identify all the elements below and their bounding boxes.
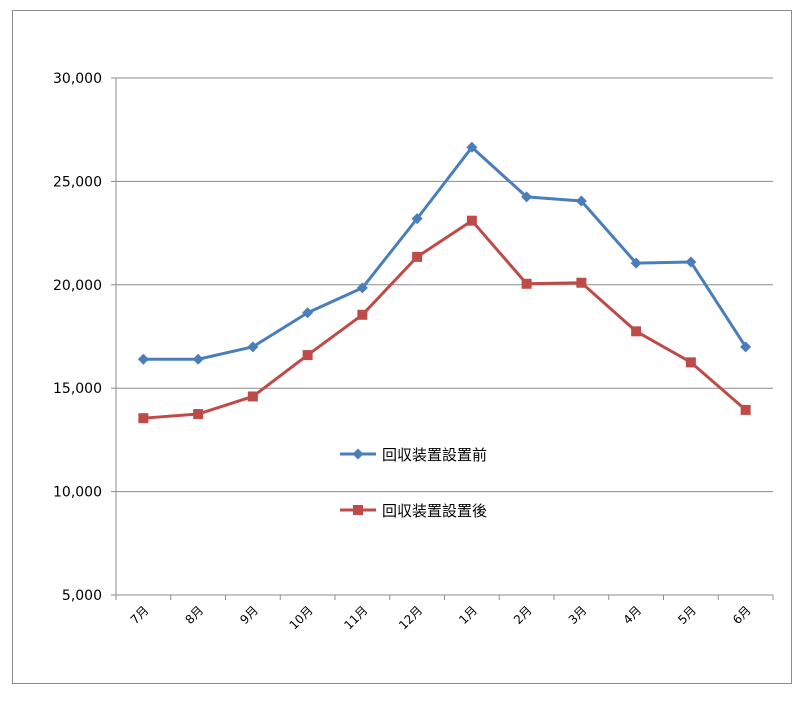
x-tick-label: 1月 bbox=[456, 603, 480, 627]
series-2-point bbox=[357, 309, 368, 320]
series-2-point bbox=[466, 215, 477, 226]
series-1-point bbox=[685, 256, 697, 268]
series-1-point bbox=[740, 341, 752, 353]
series-1-point bbox=[356, 282, 368, 294]
y-tick-label: 25,000 bbox=[53, 174, 102, 190]
series-2-point bbox=[521, 278, 532, 289]
series-2-point bbox=[685, 357, 696, 368]
y-tick-label: 30,000 bbox=[53, 71, 102, 87]
x-tick-label: 9月 bbox=[237, 603, 261, 627]
y-tick-label: 20,000 bbox=[53, 278, 102, 294]
y-tick-label: 10,000 bbox=[53, 485, 102, 501]
series-1-point bbox=[630, 257, 642, 269]
x-tick-label: 12月 bbox=[396, 603, 425, 632]
series-1-point bbox=[411, 213, 423, 225]
series-2-point bbox=[740, 404, 751, 415]
series-2-point bbox=[412, 251, 423, 262]
x-tick-label: 2月 bbox=[511, 603, 535, 627]
series-1-point bbox=[575, 195, 587, 207]
series-1-point bbox=[192, 353, 204, 365]
x-tick-label: 10月 bbox=[287, 603, 316, 632]
x-tick-label: 11月 bbox=[341, 603, 370, 632]
series-2-point bbox=[193, 409, 204, 420]
x-tick-label: 5月 bbox=[675, 603, 699, 627]
series-2-point bbox=[302, 350, 313, 361]
legend-marker-2 bbox=[353, 505, 363, 515]
x-tick-label: 7月 bbox=[128, 603, 152, 627]
legend-marker-1 bbox=[352, 448, 364, 460]
series-2-point bbox=[631, 326, 642, 337]
series-1-point bbox=[247, 341, 259, 353]
series-1-point bbox=[137, 353, 149, 365]
series-1-point bbox=[302, 307, 314, 319]
series-line-1 bbox=[143, 145, 747, 361]
series-2-point bbox=[247, 391, 258, 402]
x-tick-label: 3月 bbox=[566, 603, 590, 627]
x-tick-label: 8月 bbox=[182, 603, 206, 627]
series-2-point bbox=[138, 413, 149, 424]
series-1-point bbox=[466, 141, 478, 153]
series-1-point bbox=[521, 191, 533, 203]
series-line-2 bbox=[143, 219, 747, 420]
x-tick-label: 4月 bbox=[620, 603, 644, 627]
y-tick-label: 5,000 bbox=[62, 588, 102, 604]
series-2-point bbox=[576, 277, 587, 288]
y-tick-label: 15,000 bbox=[53, 381, 102, 397]
x-tick-label: 6月 bbox=[730, 603, 754, 627]
legend-label-1: 回収装置設置前 bbox=[382, 446, 487, 464]
legend-label-2: 回収装置設置後 bbox=[382, 502, 487, 520]
